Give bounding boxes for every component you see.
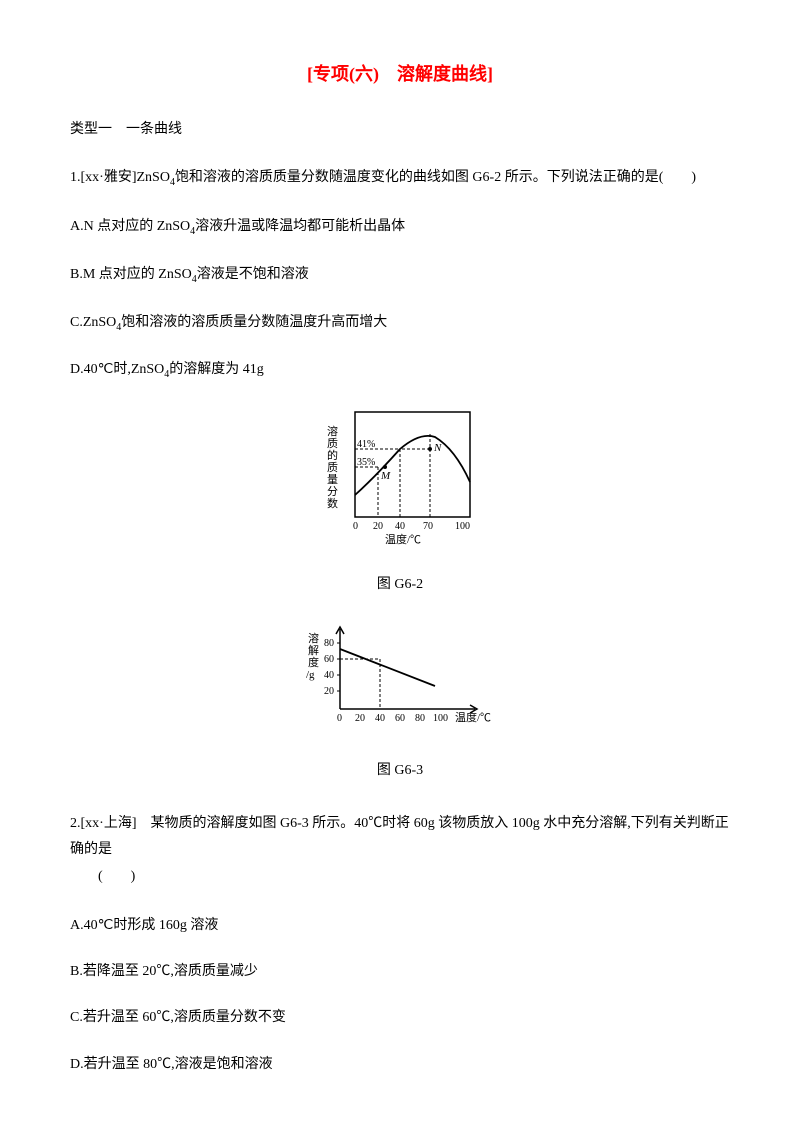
figure-1: 溶 质 的 质 量 分 数 41% 35% N M 0 20 40 70 100… xyxy=(70,407,730,555)
chart-1-xlabel: 温度/℃ xyxy=(385,532,421,546)
chart-1-ylabel-2: 质 xyxy=(327,437,338,450)
chart-2-xlabel: 温度/℃ xyxy=(455,710,491,724)
figure-1-caption: 图 G6-2 xyxy=(70,574,730,596)
q1-option-b: B.M 点对应的 ZnSO4溶液是不饱和溶液 xyxy=(70,264,730,288)
chart-2-ytick-40: 40 xyxy=(324,670,334,681)
q2-option-c: C.若升温至 60℃,溶质质量分数不变 xyxy=(70,1007,730,1029)
question-1-text: 1.[xx·雅安]ZnSO4饱和溶液的溶质质量分数随温度变化的曲线如图 G6-2… xyxy=(70,165,730,192)
q1-option-a: A.N 点对应的 ZnSO4溶液升温或降温均都可能析出晶体 xyxy=(70,216,730,240)
chart-1-ylabel-5: 量 xyxy=(327,473,338,486)
chart-1-xtick-100: 100 xyxy=(455,521,470,532)
chart-2-ylabel-1: 溶 xyxy=(308,631,319,645)
q1-option-c: C.ZnSO4饱和溶液的溶质质量分数随温度升高而增大 xyxy=(70,312,730,336)
chart-2-ytick-20: 20 xyxy=(324,686,334,697)
q1c-before: C.ZnSO xyxy=(70,315,116,330)
chart-1-xtick-70: 70 xyxy=(423,521,433,532)
chart-1-ymark-41: 41% xyxy=(357,439,375,450)
page-title: [专项(六) 溶解度曲线] xyxy=(70,60,730,89)
chart-1-ylabel-4: 质 xyxy=(327,461,338,474)
chart-2-line xyxy=(340,649,435,686)
q1-option-d: D.40℃时,ZnSO4的溶解度为 41g xyxy=(70,359,730,383)
q1b-after: 溶液是不饱和溶液 xyxy=(197,267,309,282)
chart-1-svg: 溶 质 的 质 量 分 数 41% 35% N M 0 20 40 70 100… xyxy=(315,407,485,547)
chart-2-svg: 溶 解 度 /g 80 60 40 20 0 20 40 60 80 100 温… xyxy=(300,624,500,734)
q2-option-b: B.若降温至 20℃,溶质质量减少 xyxy=(70,961,730,983)
chart-1-point-m xyxy=(383,465,387,469)
chart-1-point-n xyxy=(428,447,432,451)
figure-2: 溶 解 度 /g 80 60 40 20 0 20 40 60 80 100 温… xyxy=(70,624,730,742)
q1-before: 1.[xx·雅安]ZnSO xyxy=(70,170,170,185)
chart-2-ytick-60: 60 xyxy=(324,654,334,665)
q1b-before: B.M 点对应的 ZnSO xyxy=(70,267,192,282)
question-2-text: 2.[xx·上海] 某物质的溶解度如图 G6-3 所示。40℃时将 60g 该物… xyxy=(70,811,730,891)
q2-paren: ( ) xyxy=(70,869,135,884)
chart-1-label-m: M xyxy=(380,470,391,482)
chart-1-ylabel-3: 的 xyxy=(327,448,338,462)
chart-1-ylabel-1: 溶 xyxy=(327,424,338,438)
q1d-after: 的溶解度为 41g xyxy=(169,362,264,377)
chart-2-xtick-100: 100 xyxy=(433,713,448,724)
chart-2-xtick-40: 40 xyxy=(375,713,385,724)
q1-after: 饱和溶液的溶质质量分数随温度变化的曲线如图 G6-2 所示。下列说法正确的是( … xyxy=(175,170,696,185)
chart-2-xtick-60: 60 xyxy=(395,713,405,724)
q1a-before: A.N 点对应的 ZnSO xyxy=(70,219,190,234)
q2-text: 2.[xx·上海] 某物质的溶解度如图 G6-3 所示。40℃时将 60g 该物… xyxy=(70,816,729,858)
chart-2-xtick-80: 80 xyxy=(415,713,425,724)
q1d-before: D.40℃时,ZnSO xyxy=(70,362,164,377)
chart-1-xtick-20: 20 xyxy=(373,521,383,532)
q1c-after: 饱和溶液的溶质质量分数随温度升高而增大 xyxy=(121,315,387,330)
chart-2-ytick-80: 80 xyxy=(324,638,334,649)
chart-1-ylabel-6: 分 xyxy=(327,485,338,498)
q2-option-a: A.40℃时形成 160g 溶液 xyxy=(70,915,730,937)
chart-1-ylabel-7: 数 xyxy=(327,497,338,510)
chart-2-yunit: /g xyxy=(306,669,315,681)
chart-1-xtick-40: 40 xyxy=(395,521,405,532)
chart-1-xtick-0: 0 xyxy=(353,521,358,532)
q2-option-d: D.若升温至 80℃,溶液是饱和溶液 xyxy=(70,1054,730,1076)
chart-1-ymark-35: 35% xyxy=(357,457,375,468)
chart-2-xtick-20: 20 xyxy=(355,713,365,724)
chart-1-label-n: N xyxy=(433,442,442,454)
section-heading: 类型一 一条曲线 xyxy=(70,119,730,141)
chart-2-ylabel-3: 度 xyxy=(308,655,319,669)
chart-2-ylabel-2: 解 xyxy=(308,643,319,657)
q1a-after: 溶液升温或降温均都可能析出晶体 xyxy=(195,219,405,234)
chart-2-xtick-0: 0 xyxy=(337,713,342,724)
figure-2-caption: 图 G6-3 xyxy=(70,760,730,782)
